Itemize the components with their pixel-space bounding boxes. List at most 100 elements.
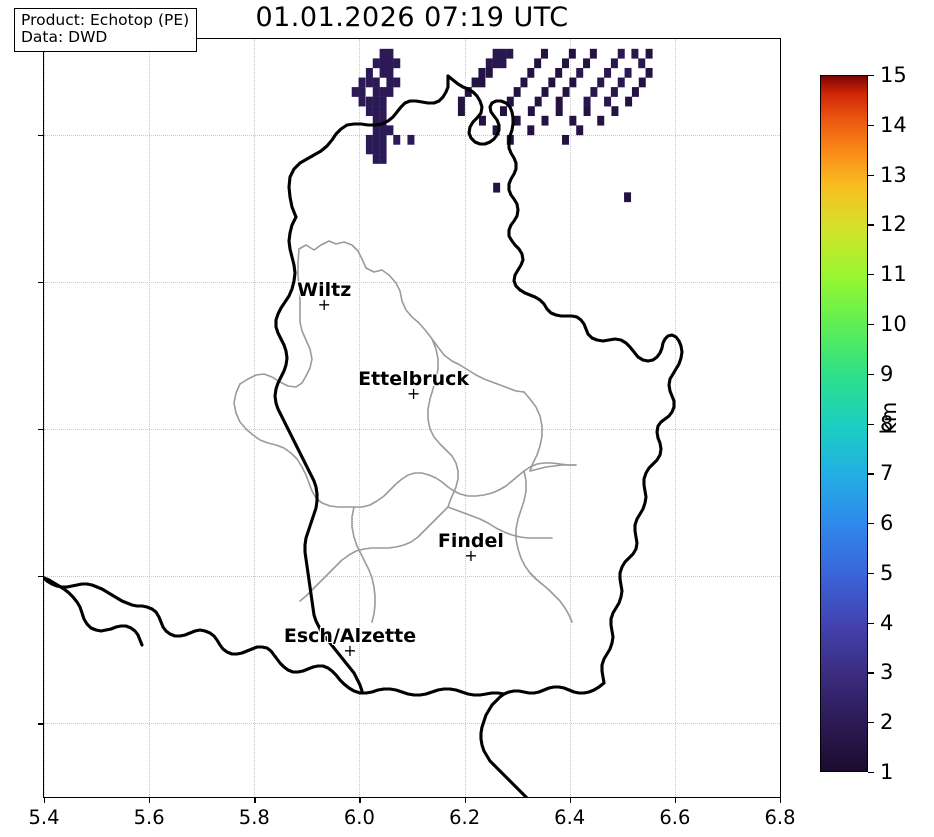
- radar-cell: [520, 77, 528, 88]
- colorbar-tick: [868, 174, 874, 176]
- radar-cell: [407, 134, 415, 145]
- radar-cell: [631, 87, 639, 97]
- y-tick: [38, 281, 43, 284]
- radar-cell: [610, 87, 618, 97]
- radar-cell: [464, 87, 472, 97]
- map-axes[interactable]: Wiltz + Ettelbruck + Findel + Esch/Alzette +: [43, 38, 781, 798]
- colorbar-tick: [868, 423, 874, 425]
- colorbar-tick-label: 13: [880, 162, 907, 187]
- radar-cell: [583, 106, 591, 117]
- radar-cell: [645, 67, 653, 78]
- city-label: Esch/Alzette: [283, 625, 417, 648]
- info-product-line: Product: Echotop (PE): [21, 11, 190, 29]
- city-label: Findel: [437, 530, 504, 553]
- radar-cell: [379, 106, 387, 117]
- radar-echo-layer: [351, 48, 653, 203]
- colorbar-tick: [868, 75, 874, 77]
- x-tick-label: 6.8: [764, 806, 796, 829]
- radar-cell: [351, 87, 359, 97]
- radar-cell: [513, 115, 521, 126]
- radar-cell: [478, 67, 486, 78]
- radar-cell: [372, 134, 380, 145]
- colorbar-tick: [868, 672, 874, 674]
- radar-cell: [597, 115, 605, 126]
- x-tick-label: 6.6: [659, 806, 691, 829]
- radar-cell: [604, 67, 612, 78]
- city-label: Ettelbruck: [358, 367, 470, 390]
- y-tick: [38, 134, 43, 136]
- radar-cell: [478, 115, 486, 126]
- radar-cell: [562, 87, 570, 97]
- map-border-layer: [44, 74, 684, 797]
- colorbar-tick: [868, 124, 874, 127]
- colorbar-tick-label: 9: [880, 361, 894, 386]
- colorbar-tick-label: 10: [880, 311, 907, 336]
- radar-cell: [610, 58, 618, 69]
- colorbar-tick: [868, 772, 874, 774]
- colorbar-tick-label: 14: [880, 112, 907, 137]
- radar-cell: [393, 58, 401, 69]
- colorbar-tick: [868, 373, 874, 375]
- radar-cell: [638, 58, 646, 69]
- colorbar-tick-label: 11: [880, 262, 907, 287]
- grid-line-vertical: [569, 39, 571, 797]
- radar-cell: [358, 87, 366, 97]
- radar-cell: [365, 144, 373, 155]
- colorbar-tick-label: 5: [880, 560, 894, 585]
- colorbar-tick-label: 15: [880, 63, 907, 87]
- radar-cell: [393, 134, 401, 145]
- radar-cell: [624, 67, 632, 78]
- radar-cell: [493, 182, 501, 193]
- radar-cell: [372, 96, 380, 107]
- x-tick: [149, 798, 151, 803]
- radar-cell: [365, 106, 373, 117]
- radar-cell: [527, 106, 535, 117]
- colorbar-tick: [868, 572, 874, 575]
- radar-cell: [597, 77, 605, 88]
- radar-cell: [590, 87, 598, 97]
- radar-cell: [625, 96, 633, 107]
- x-tick: [674, 798, 677, 803]
- radar-cell: [576, 67, 584, 78]
- radar-cell: [372, 106, 380, 117]
- radar-cell: [457, 96, 465, 107]
- radar-cell: [569, 77, 577, 88]
- radar-cell: [372, 154, 380, 164]
- colorbar-tick: [868, 523, 874, 525]
- colorbar-tick: [868, 323, 874, 326]
- grid-line-vertical: [674, 39, 676, 797]
- colorbar-tick: [868, 224, 874, 226]
- plus-icon: +: [317, 295, 331, 315]
- x-tick-label: 6.4: [554, 806, 586, 829]
- radar-cell: [499, 58, 507, 69]
- plus-icon: +: [406, 383, 421, 403]
- radar-cell: [631, 48, 639, 59]
- colorbar-tick: [868, 622, 874, 624]
- radar-cell: [372, 87, 380, 97]
- radar-cell: [365, 96, 373, 107]
- grid-line-vertical: [780, 39, 781, 797]
- radar-cell: [358, 96, 366, 107]
- grid-line-horizontal: [44, 723, 780, 725]
- colorbar[interactable]: 1 2 3 4 5 6 7 8 9 10 11 12 13 14 15: [820, 63, 907, 784]
- y-tick: [38, 723, 43, 725]
- grid-line-horizontal: [44, 576, 780, 578]
- colorbar-tick: [868, 274, 874, 276]
- colorbar-tick-label: 6: [880, 511, 894, 536]
- grid-line-vertical: [149, 39, 151, 797]
- radar-cell: [527, 67, 535, 78]
- radar-cell: [583, 58, 591, 69]
- radar-cell: [645, 48, 653, 59]
- city-label: Wiltz: [297, 279, 352, 302]
- grid-line-vertical: [464, 39, 466, 797]
- radar-cell: [541, 115, 549, 126]
- plus-icon: +: [343, 641, 357, 661]
- radar-cell: [513, 87, 521, 97]
- radar-cell: [492, 125, 500, 136]
- x-tick: [569, 798, 571, 803]
- grid-line-vertical: [359, 39, 361, 797]
- radar-cell: [365, 134, 373, 145]
- radar-cell: [386, 58, 394, 69]
- info-legend-box: Product: Echotop (PE) Data: DWD: [14, 8, 198, 52]
- radar-cell: [372, 115, 380, 126]
